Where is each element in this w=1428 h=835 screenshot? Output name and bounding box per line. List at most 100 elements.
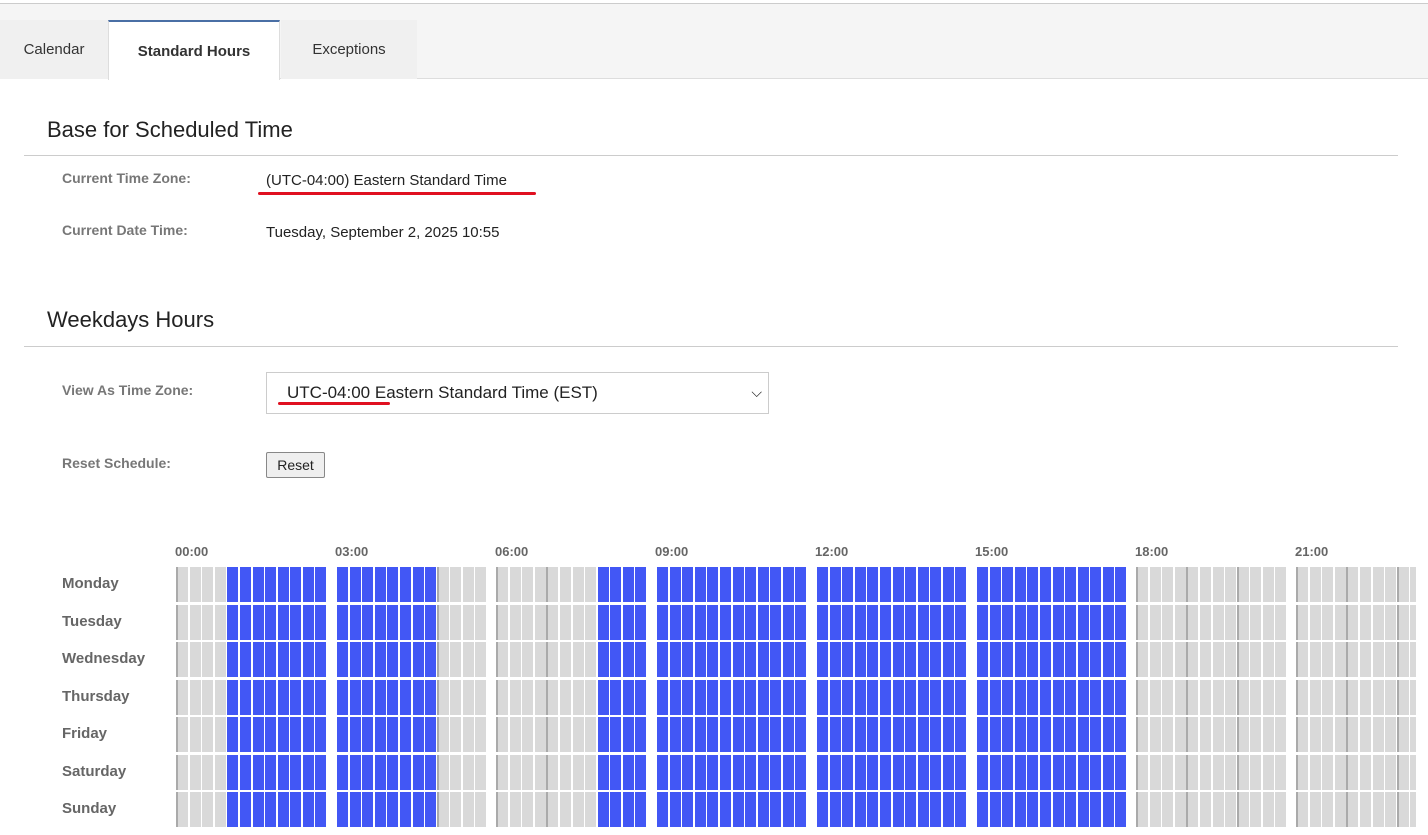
- schedule-cell[interactable]: [1162, 604, 1174, 640]
- schedule-cell[interactable]: [657, 604, 668, 640]
- schedule-cell[interactable]: [437, 604, 449, 640]
- schedule-cell[interactable]: [214, 679, 226, 715]
- schedule-cell[interactable]: [622, 717, 634, 752]
- schedule-cell[interactable]: [610, 679, 622, 715]
- schedule-cell[interactable]: [732, 717, 744, 752]
- schedule-cell[interactable]: [1137, 679, 1148, 715]
- schedule-cell[interactable]: [930, 679, 942, 715]
- schedule-cell[interactable]: [1052, 604, 1064, 640]
- schedule-cell[interactable]: [1199, 679, 1211, 715]
- schedule-cell[interactable]: [497, 717, 508, 752]
- schedule-cell[interactable]: [1385, 642, 1397, 677]
- schedule-cell[interactable]: [399, 754, 411, 790]
- schedule-cell[interactable]: [585, 717, 597, 752]
- schedule-cell[interactable]: [1039, 604, 1051, 640]
- schedule-cell[interactable]: [1309, 754, 1321, 790]
- schedule-cell[interactable]: [1347, 717, 1359, 752]
- schedule-cell[interactable]: [534, 792, 546, 827]
- schedule-cell[interactable]: [585, 679, 597, 715]
- schedule-cell[interactable]: [977, 754, 988, 790]
- schedule-cell[interactable]: [930, 792, 942, 827]
- schedule-cell[interactable]: [387, 679, 399, 715]
- schedule-cell[interactable]: [214, 567, 226, 602]
- schedule-cell[interactable]: [879, 792, 891, 827]
- schedule-cell[interactable]: [290, 679, 302, 715]
- schedule-cell[interactable]: [1212, 642, 1224, 677]
- schedule-cell[interactable]: [277, 604, 289, 640]
- schedule-cell[interactable]: [425, 792, 437, 827]
- schedule-cell[interactable]: [1065, 642, 1077, 677]
- schedule-cell[interactable]: [795, 567, 807, 602]
- schedule-cell[interactable]: [349, 792, 361, 827]
- schedule-cell[interactable]: [315, 567, 327, 602]
- schedule-cell[interactable]: [1297, 642, 1308, 677]
- schedule-cell[interactable]: [757, 567, 769, 602]
- schedule-cell[interactable]: [1102, 754, 1114, 790]
- schedule-cell[interactable]: [635, 754, 647, 790]
- schedule-cell[interactable]: [277, 717, 289, 752]
- schedule-cell[interactable]: [905, 642, 917, 677]
- schedule-cell[interactable]: [1102, 792, 1114, 827]
- schedule-cell[interactable]: [1385, 679, 1397, 715]
- schedule-cell[interactable]: [1385, 754, 1397, 790]
- schedule-cell[interactable]: [782, 604, 794, 640]
- schedule-cell[interactable]: [1174, 604, 1186, 640]
- schedule-cell[interactable]: [189, 754, 201, 790]
- schedule-cell[interactable]: [1309, 792, 1321, 827]
- schedule-cell[interactable]: [635, 604, 647, 640]
- schedule-cell[interactable]: [1039, 792, 1051, 827]
- schedule-cell[interactable]: [509, 604, 521, 640]
- schedule-cell[interactable]: [177, 717, 188, 752]
- schedule-cell[interactable]: [1212, 604, 1224, 640]
- schedule-cell[interactable]: [227, 567, 239, 602]
- schedule-cell[interactable]: [374, 604, 386, 640]
- schedule-cell[interactable]: [892, 679, 904, 715]
- schedule-cell[interactable]: [719, 754, 731, 790]
- schedule-cell[interactable]: [509, 679, 521, 715]
- schedule-cell[interactable]: [315, 679, 327, 715]
- schedule-cell[interactable]: [1065, 792, 1077, 827]
- schedule-cell[interactable]: [719, 604, 731, 640]
- schedule-cell[interactable]: [867, 754, 879, 790]
- schedule-cell[interactable]: [362, 792, 374, 827]
- schedule-cell[interactable]: [1137, 642, 1148, 677]
- schedule-cell[interactable]: [462, 754, 474, 790]
- schedule-cell[interactable]: [239, 679, 251, 715]
- schedule-cell[interactable]: [817, 717, 828, 752]
- schedule-cell[interactable]: [412, 567, 424, 602]
- schedule-cell[interactable]: [732, 754, 744, 790]
- schedule-cell[interactable]: [867, 792, 879, 827]
- schedule-cell[interactable]: [337, 792, 348, 827]
- schedule-cell[interactable]: [1225, 567, 1237, 602]
- schedule-cell[interactable]: [669, 717, 681, 752]
- schedule-cell[interactable]: [942, 792, 954, 827]
- schedule-cell[interactable]: [1149, 567, 1161, 602]
- schedule-cell[interactable]: [462, 604, 474, 640]
- schedule-cell[interactable]: [657, 642, 668, 677]
- schedule-cell[interactable]: [782, 679, 794, 715]
- schedule-cell[interactable]: [989, 642, 1001, 677]
- schedule-cell[interactable]: [867, 567, 879, 602]
- schedule-cell[interactable]: [1077, 567, 1089, 602]
- schedule-cell[interactable]: [1250, 604, 1262, 640]
- schedule-cell[interactable]: [522, 604, 534, 640]
- schedule-cell[interactable]: [349, 679, 361, 715]
- schedule-cell[interactable]: [1174, 754, 1186, 790]
- schedule-cell[interactable]: [1065, 604, 1077, 640]
- schedule-cell[interactable]: [265, 717, 277, 752]
- schedule-cell[interactable]: [437, 717, 449, 752]
- schedule-cell[interactable]: [989, 567, 1001, 602]
- schedule-cell[interactable]: [399, 567, 411, 602]
- schedule-cell[interactable]: [1385, 717, 1397, 752]
- schedule-cell[interactable]: [509, 754, 521, 790]
- schedule-cell[interactable]: [795, 679, 807, 715]
- schedule-cell[interactable]: [399, 717, 411, 752]
- schedule-cell[interactable]: [795, 717, 807, 752]
- schedule-cell[interactable]: [770, 642, 782, 677]
- schedule-cell[interactable]: [1410, 792, 1416, 827]
- schedule-cell[interactable]: [1385, 567, 1397, 602]
- schedule-cell[interactable]: [362, 604, 374, 640]
- schedule-cell[interactable]: [842, 717, 854, 752]
- schedule-cell[interactable]: [829, 754, 841, 790]
- schedule-cell[interactable]: [315, 754, 327, 790]
